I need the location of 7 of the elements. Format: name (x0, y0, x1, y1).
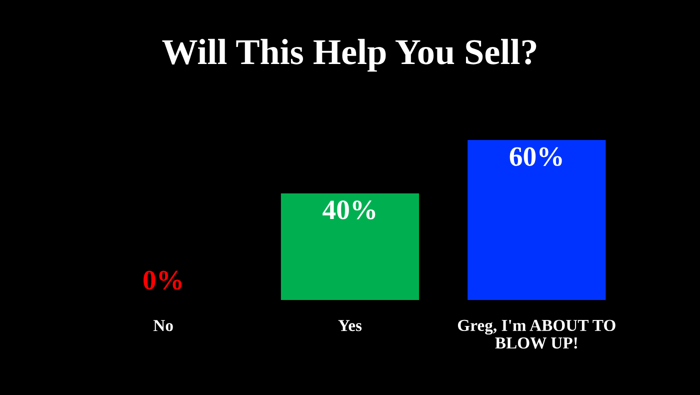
chart-title: Will This Help You Sell? (162, 38, 536, 72)
data-label: 0% (144, 270, 182, 290)
x-tick-label: No (153, 320, 173, 332)
data-label: 60% (510, 147, 562, 166)
x-tick-label: Greg, I'm ABOUT TO BLOW UP! (458, 320, 616, 349)
data-label: 40% (322, 200, 376, 220)
x-tick-label: Yes (338, 320, 362, 332)
